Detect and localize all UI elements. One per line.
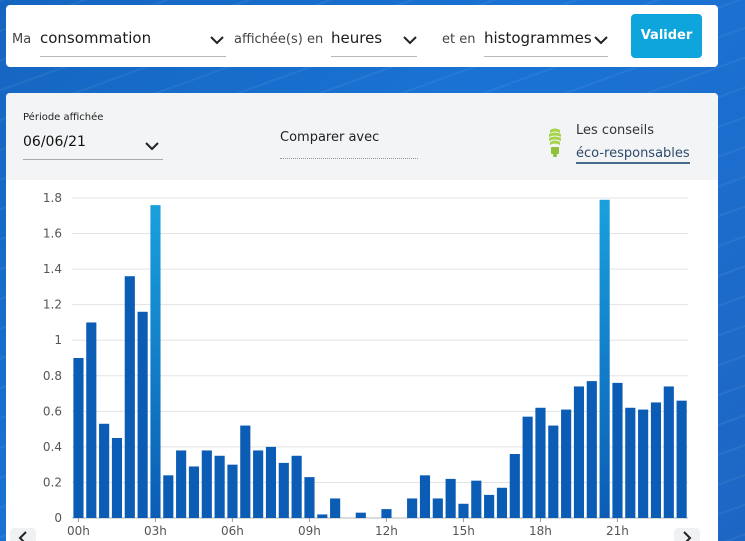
chart-bar[interactable] [150, 205, 161, 518]
type-text: et en [442, 32, 476, 47]
chart-bar[interactable] [471, 480, 482, 518]
x-tick-label: 03h [144, 524, 167, 538]
chart-bar[interactable] [638, 409, 649, 518]
next-period-arrow-icon[interactable] [674, 528, 700, 541]
y-tick-label: 1.8 [43, 191, 62, 205]
chart-bar[interactable] [381, 509, 392, 518]
chart-bar[interactable] [227, 464, 238, 518]
metric-select-value: consommation [40, 29, 152, 47]
y-tick-label: 0.6 [43, 404, 62, 418]
chart-bar[interactable] [509, 454, 520, 518]
chart-bar[interactable] [458, 503, 469, 518]
chart-bar[interactable] [496, 487, 508, 518]
eco-responsables-link[interactable]: éco-responsables [576, 146, 690, 164]
y-tick-label: 0.2 [43, 475, 62, 489]
chart-bar[interactable] [573, 386, 585, 518]
prefix-text: Ma [12, 32, 32, 47]
chart-bar[interactable] [214, 455, 225, 518]
lightbulb-icon [546, 128, 564, 160]
chart-type-select-value: histogrammes [484, 29, 592, 47]
metric-select[interactable]: consommation [40, 25, 226, 57]
chart-bar[interactable] [111, 438, 123, 518]
chart-bar[interactable] [445, 478, 456, 518]
card-header: Période affichée 06/06/21 Comparer avec … [6, 93, 718, 180]
y-tick-label: 0.8 [43, 369, 62, 383]
filter-bar: Ma consommation affichée(s) en heures et… [6, 5, 718, 67]
chart-bar[interactable] [278, 462, 289, 518]
y-tick-label: 1.4 [43, 262, 62, 276]
chart-bar[interactable] [484, 494, 495, 518]
x-tick-label: 12h [375, 524, 398, 538]
chart-bar[interactable] [188, 466, 200, 518]
y-tick-label: 1 [54, 333, 62, 347]
valider-button[interactable]: Valider [631, 14, 702, 58]
comparer-underline [280, 158, 418, 159]
x-tick-label: 15h [452, 524, 475, 538]
chart-bar[interactable] [176, 450, 187, 518]
chart-bar[interactable] [676, 400, 687, 518]
chart-bar[interactable] [291, 455, 302, 518]
periode-select-value: 06/06/21 [23, 134, 86, 150]
chevron-down-icon [403, 35, 417, 45]
chart-bar[interactable] [586, 381, 597, 518]
chart-bar[interactable] [86, 322, 97, 518]
chart-bar[interactable] [612, 382, 623, 518]
chart-bar[interactable] [419, 475, 431, 518]
x-tick-label: 06h [221, 524, 244, 538]
chart-bar[interactable] [407, 498, 418, 518]
chart-bar[interactable] [548, 425, 559, 518]
y-tick-label: 1.2 [43, 298, 62, 312]
chevron-down-icon [210, 35, 224, 45]
chevron-down-icon [145, 141, 159, 151]
chart-bar[interactable] [561, 409, 572, 518]
chart-bar[interactable] [137, 311, 148, 518]
chart-bar[interactable] [240, 425, 251, 518]
chart-bar[interactable] [317, 514, 328, 518]
prev-period-arrow-icon[interactable] [10, 528, 36, 541]
chart-bar[interactable] [522, 416, 533, 518]
chart-bar[interactable] [99, 423, 110, 518]
unit-select[interactable]: heures [331, 25, 417, 57]
chart-bar[interactable] [663, 386, 674, 518]
chart-bar[interactable] [355, 512, 366, 518]
x-tick-label: 09h [298, 524, 321, 538]
y-tick-label: 1.6 [43, 227, 62, 241]
conseils-text: Les conseils [576, 123, 655, 138]
chart-type-select[interactable]: histogrammes [484, 25, 608, 57]
chart-bar[interactable] [163, 475, 174, 518]
chart-bar[interactable] [265, 446, 277, 518]
chart-bar[interactable] [535, 407, 546, 518]
chart-bar[interactable] [253, 450, 264, 518]
chart-bar[interactable] [330, 498, 341, 518]
comparer-label[interactable]: Comparer avec [280, 130, 380, 145]
chart-bar[interactable] [432, 498, 443, 518]
x-tick-label: 18h [529, 524, 552, 538]
chart-bar[interactable] [124, 276, 135, 518]
middle-text: affichée(s) en [234, 32, 324, 47]
periode-select[interactable]: 06/06/21 [23, 129, 163, 160]
x-tick-label: 00h [67, 524, 90, 538]
chevron-down-icon [594, 35, 608, 45]
unit-select-value: heures [331, 29, 383, 47]
y-tick-label: 0.4 [43, 440, 62, 454]
chart-bar[interactable] [201, 450, 212, 518]
consumption-card: Période affichée 06/06/21 Comparer avec … [6, 93, 718, 541]
x-tick-label: 21h [606, 524, 629, 538]
chart-bar[interactable] [599, 199, 610, 518]
chart-bar[interactable] [304, 477, 315, 518]
chart-bar[interactable] [650, 402, 662, 518]
chart-bar[interactable] [73, 358, 84, 518]
periode-label: Période affichée [23, 112, 104, 123]
y-tick-label: 0 [54, 511, 62, 525]
chart-bar[interactable] [625, 407, 636, 518]
